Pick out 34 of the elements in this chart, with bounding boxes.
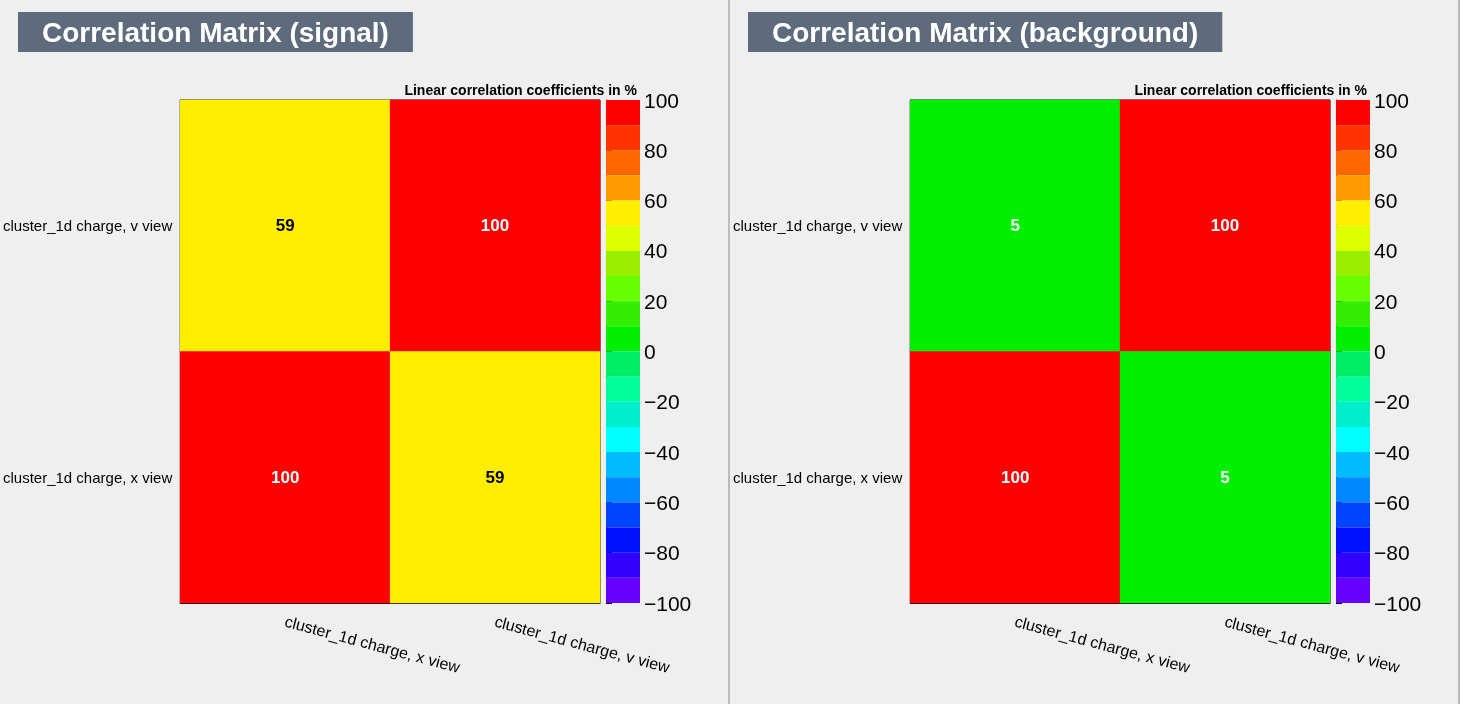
color-bar-label: −20 [644,390,680,414]
color-bar-label: 100 [644,88,680,112]
color-bar-label: 100 [1374,88,1410,112]
color-bar-label: 80 [1374,138,1398,162]
data-label: 59 [275,216,295,236]
color-bar-label: 20 [644,289,668,313]
color-bar-label: −40 [1374,440,1410,464]
data-label: 5 [1220,467,1230,487]
color-bar-label: 60 [644,189,668,213]
color-bar-label: −20 [1374,390,1410,414]
color-bar-label: 80 [644,138,668,162]
color-bar-label: −60 [1374,490,1410,514]
color-bar-label: 20 [1374,289,1398,313]
chart-title: Correlation Matrix (background) [772,16,1199,48]
color-bar-label: 40 [644,239,668,263]
color-bar-label: 0 [1374,340,1386,363]
color-bar-label: 0 [644,340,656,363]
color-bar-label: 60 [1374,189,1398,213]
color-bar-label: 40 [1374,239,1398,263]
color-bar-label: −100 [1374,591,1422,615]
color-bar-label: −100 [644,591,692,615]
chart-title: Correlation Matrix (signal) [42,16,389,48]
color-bar-label: −40 [644,440,680,464]
data-label: 100 [1001,467,1030,487]
data-label: 100 [271,467,300,487]
data-label: 100 [480,216,510,236]
color-bar-label: −60 [644,490,680,514]
color-bar-label: −80 [1374,541,1410,565]
data-label: 100 [1210,216,1240,236]
data-label: 5 [1010,216,1020,236]
data-label: 59 [485,467,505,487]
color-bar-label: −80 [644,541,680,565]
color-bar-title: Linear correlation coefficients in % [404,82,638,98]
color-bar-title: Linear correlation coefficients in % [1134,82,1368,98]
